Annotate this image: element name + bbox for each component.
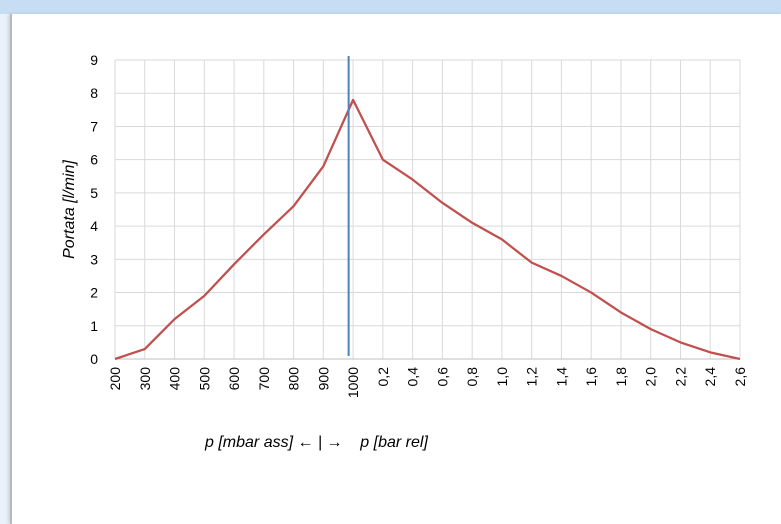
x-tick-label: 900 [315,367,331,391]
x-tick-label: 1,6 [583,367,599,387]
x-tick-label: 2,4 [702,367,718,387]
x-axis-title: p [mbar ass] ← | → p [bar rel] [204,434,428,451]
top-band [0,0,781,14]
y-tick-label: 7 [90,118,98,134]
y-tick-label: 8 [90,85,98,101]
x-tick-label: 2,0 [643,367,659,387]
x-tick-label: 1000 [345,367,361,398]
x-tick-label: 700 [256,367,272,391]
x-tick-label: 2,6 [732,367,748,387]
y-tick-labels: 0 1 2 3 4 5 6 7 8 9 [90,52,98,367]
x-tick-label: 0,8 [464,367,480,387]
x-tick-label: 500 [196,367,212,391]
y-tick-label: 5 [90,185,98,201]
x-tick-label: 600 [226,367,242,391]
x-tick-labels: 200 300 400 500 600 700 800 900 1000 0,2 0,4 0,6 0,8… [107,367,748,398]
series-group [114,98,741,361]
series-line [114,98,741,361]
vertical-gridlines [114,60,741,359]
y-tick-label: 1 [90,318,98,334]
x-tick-label: 0,4 [405,367,421,387]
x-tick-label: 200 [107,367,123,391]
y-tick-label: 3 [90,251,98,267]
x-tick-label: 1,0 [494,367,510,387]
x-tick-label: 1,8 [613,367,629,387]
horizontal-gridlines [115,59,740,360]
x-tick-label: 400 [167,367,183,391]
x-tick-label: 800 [286,367,302,391]
x-tick-label: 1,2 [524,367,540,387]
y-tick-label: 2 [90,285,98,301]
chart-panel [10,14,781,524]
y-axis-title: Portata [l/min] [61,160,78,259]
y-tick-label: 6 [90,152,98,168]
y-tick-label: 9 [90,52,98,68]
x-tick-label: 2,2 [672,367,688,387]
x-tick-label: 0,6 [434,367,450,387]
y-tick-label: 4 [90,218,98,234]
x-tick-label: 0,2 [375,367,391,387]
x-tick-label: 1,4 [553,367,569,387]
x-tick-label: 300 [137,367,153,391]
y-tick-label: 0 [90,351,98,367]
